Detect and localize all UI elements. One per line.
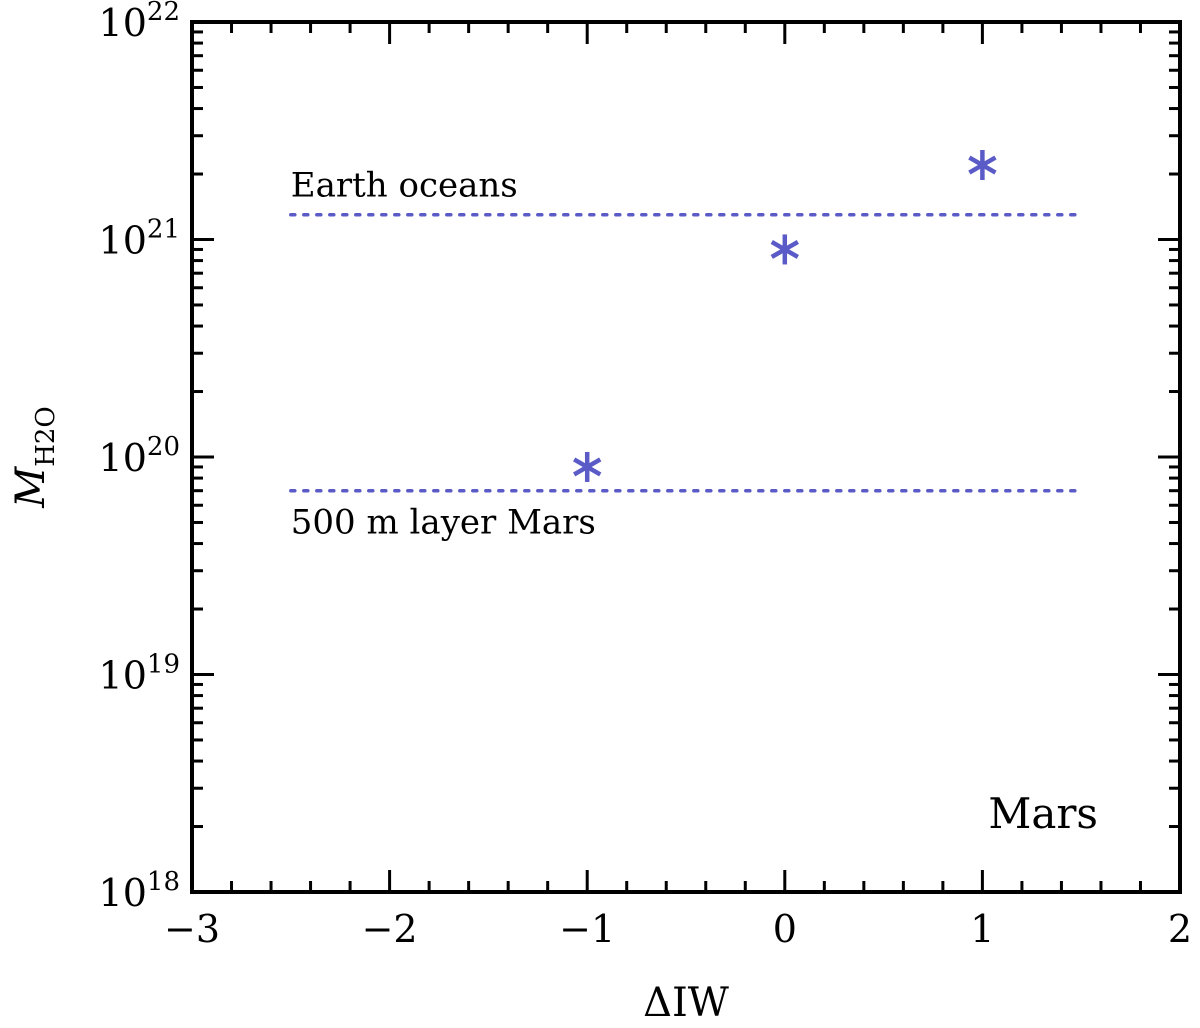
y-tick-exponent: 20 (147, 432, 180, 462)
x-tick-label: 1 (970, 907, 994, 951)
x-tick-label: −3 (164, 907, 220, 951)
data-points (573, 150, 997, 482)
major-ticks (190, 20, 1182, 894)
y-tick-base: 10 (99, 654, 147, 698)
x-tick-label: 2 (1168, 907, 1192, 951)
data-point (968, 150, 997, 181)
marker-stroke (770, 240, 799, 259)
y-tick-exponent: 21 (147, 215, 180, 245)
y-tick-label: 1020 (99, 432, 180, 480)
y-tick-exponent: 22 (147, 0, 180, 27)
y-tick-base: 10 (99, 1, 147, 45)
x-tick-label: −1 (559, 907, 615, 951)
y-tick-base: 10 (99, 871, 147, 915)
plot-frame (190, 20, 1182, 894)
x-tick-label: −2 (362, 907, 418, 951)
marker-stroke (968, 155, 997, 175)
x-tick-label: 0 (773, 907, 797, 951)
y-tick-exponent: 19 (147, 650, 180, 680)
reference-label: 500 m layer Mars (291, 503, 596, 543)
y-tick-label: 1021 (99, 215, 180, 263)
data-point (770, 234, 799, 265)
data-point (573, 451, 602, 482)
reference-label: Earth oceans (291, 166, 518, 206)
y-axis-title-main: M (8, 466, 54, 509)
y-axis-title: MH2O (8, 406, 61, 509)
y-tick-exponent: 18 (147, 867, 180, 897)
reference-labels: Earth oceans 500 m layer Mars (291, 166, 596, 543)
y-tick-base: 10 (99, 219, 147, 263)
y-tick-label: 1022 (99, 0, 180, 45)
marker-stroke (573, 457, 602, 477)
reference-lines (289, 212, 1083, 493)
x-tick-labels: −3 −2 −1 0 1 2 (164, 907, 1192, 951)
y-tick-label: 1018 (99, 867, 180, 915)
y-axis-title-subscript: H2O (31, 406, 61, 467)
x-axis-title: ΔIW (643, 980, 729, 1026)
minor-ticks (192, 22, 1180, 892)
annotation-mars: Mars (988, 789, 1098, 838)
y-tick-label: 1019 (99, 650, 180, 698)
y-tick-base: 10 (99, 436, 147, 480)
